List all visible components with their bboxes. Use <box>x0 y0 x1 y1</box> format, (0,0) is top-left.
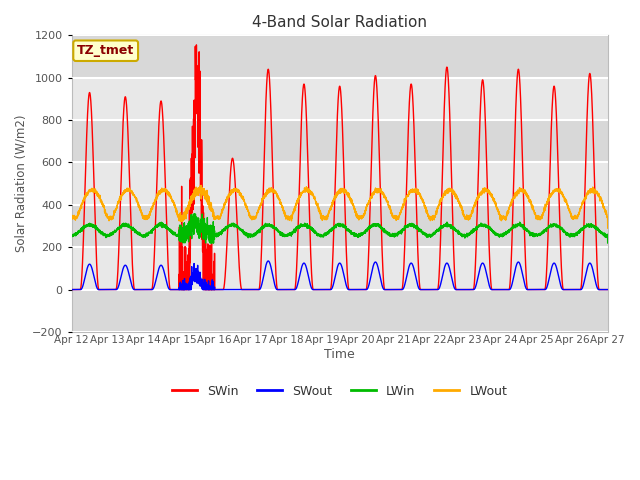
Bar <box>72 120 608 162</box>
Bar <box>72 289 608 332</box>
Bar <box>72 36 608 78</box>
Text: TZ_tmet: TZ_tmet <box>77 44 134 57</box>
Legend: SWin, SWout, LWin, LWout: SWin, SWout, LWin, LWout <box>167 380 512 403</box>
Bar <box>72 247 608 289</box>
Y-axis label: Solar Radiation (W/m2): Solar Radiation (W/m2) <box>15 115 28 252</box>
Bar <box>72 78 608 120</box>
Bar <box>72 162 608 205</box>
Title: 4-Band Solar Radiation: 4-Band Solar Radiation <box>252 15 427 30</box>
Bar <box>72 205 608 247</box>
X-axis label: Time: Time <box>324 348 355 360</box>
